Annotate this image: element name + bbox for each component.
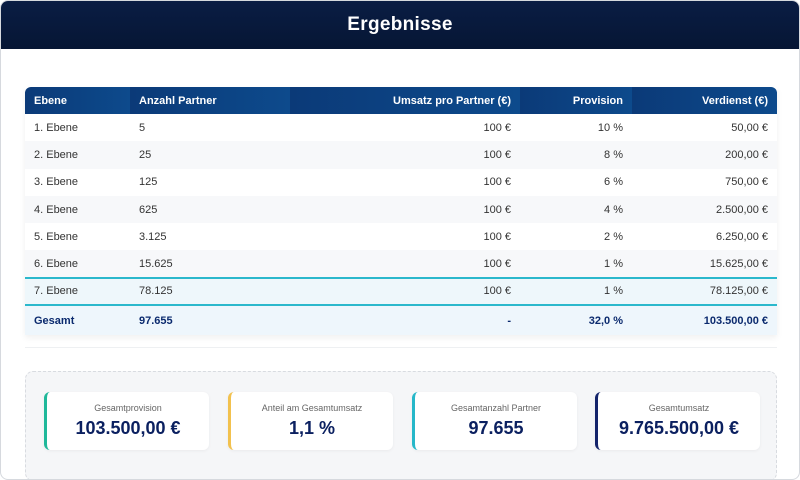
table-row: 1. Ebene 5 100 € 10 % 50,00 € (25, 114, 777, 141)
table-cell: 100 € (290, 250, 520, 278)
table-cell: 125 (139, 176, 158, 189)
summary-card: Gesamtprovision 103.500,00 € (44, 392, 209, 450)
summary-value: 97.655 (468, 418, 524, 438)
table-cell: 97.655 (130, 305, 290, 336)
table-cell: 15.625,00 € (632, 250, 777, 278)
table-cell: 2 % (604, 230, 623, 243)
table-cell: 32,0 % (520, 305, 632, 336)
table-cell: - (290, 305, 520, 336)
table-cell: 625 (130, 195, 290, 224)
total-row: Gesamt 97.655-32,0 % 103.500,00 € (25, 305, 777, 336)
table-row: 2. Ebene 25 100 €8 % 200,00 € (25, 141, 777, 169)
table-cell: 103.500,00 € (632, 305, 777, 336)
table-cell: 50,00 € (731, 121, 768, 134)
summary-card: Gesamtanzahl Partner 97.655 (412, 392, 577, 450)
summary-label: Gesamtumsatz (648, 403, 710, 413)
table-cell: 6.250,00 € (716, 230, 768, 243)
table-cell: 1. Ebene (34, 121, 79, 134)
table-cell: 6 % (604, 176, 623, 189)
table-cell: 15.625 (130, 250, 290, 278)
summary-label: Gesamtprovision (94, 403, 162, 413)
col-ebene: Ebene (25, 87, 130, 114)
table-cell: 100 € (483, 230, 511, 243)
summary-card: Gesamtumsatz 9.765.500,00 € (595, 392, 760, 450)
table-row: 4. Ebene 625 100 €4 % 2.500,00 € (25, 195, 777, 224)
table-cell: 25 (130, 141, 290, 169)
table-row: 7. Ebene 78.125 100 €1 % 78.125,00 € (25, 276, 777, 307)
table-row: 3. Ebene 125 100 € 6 % 750,00 € (25, 169, 777, 196)
table-cell: 100 € (483, 176, 511, 189)
table-row: 6. Ebene 15.625 100 €1 % 15.625,00 € (25, 250, 777, 278)
summary-card: Anteil am Gesamtumsatz 1,1 % (228, 392, 393, 450)
table-cell: 78.125 (130, 276, 290, 307)
table-cell: 2.500,00 € (632, 195, 777, 224)
summary-label: Gesamtanzahl Partner (450, 403, 542, 413)
table-cell: 100 € (290, 141, 520, 169)
summary-value: 9.765.500,00 € (618, 418, 740, 438)
table-cell: 1 % (520, 250, 632, 278)
summary-section: Gesamtprovision 103.500,00 € Anteil am Ges… (25, 371, 777, 479)
table-cell: 100 € (290, 276, 520, 307)
summary-value: 1,1 % (288, 418, 336, 438)
table-cell: 1 % (520, 276, 632, 307)
results-table: Ebene Anzahl Partner Umsatz pro Partner … (25, 87, 777, 336)
table-cell: 6. Ebene (25, 250, 130, 278)
summary-value: 103.500,00 € (75, 418, 181, 438)
table-cell: 8 % (520, 141, 632, 169)
table-cell: 7. Ebene (25, 276, 130, 307)
table-cell: 100 € (483, 121, 511, 134)
table-cell: 78.125,00 € (632, 276, 777, 307)
summary-label: Anteil am Gesamtumsatz (261, 403, 363, 413)
col-provision: Provision (520, 87, 632, 114)
col-verdienst: Verdienst (€) (632, 87, 777, 114)
table-cell: 750,00 € (725, 176, 768, 189)
page-title: Ergebnisse (1, 1, 799, 49)
col-umsatz: Umsatz pro Partner (€) (290, 87, 520, 114)
table-cell: Gesamt (25, 305, 130, 336)
table-cell: 4 % (520, 195, 632, 224)
divider (25, 347, 777, 348)
table-cell: 100 € (290, 195, 520, 224)
table-cell: 200,00 € (632, 141, 777, 169)
table-cell: 10 % (597, 121, 623, 134)
table-header: Ebene Anzahl Partner Umsatz pro Partner … (25, 87, 777, 114)
table-row: 5. Ebene 3.125 100 € 2 % 6.250,00 € (25, 223, 777, 250)
col-anzahl: Anzahl Partner (130, 87, 290, 114)
table-cell: 3. Ebene (34, 176, 79, 189)
table-cell: 5. Ebene (34, 230, 79, 243)
table-cell: 5 (139, 121, 146, 134)
table-cell: 2. Ebene (25, 141, 130, 169)
table-cell: 3.125 (139, 230, 167, 243)
table-cell: 4. Ebene (25, 195, 130, 224)
